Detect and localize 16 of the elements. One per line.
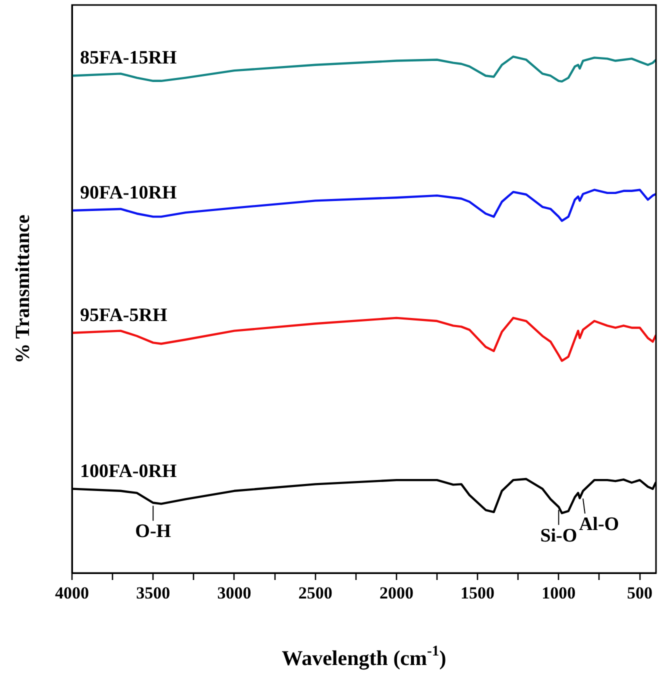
series-label: 85FA-15RH: [80, 48, 177, 69]
x-tick-label: 2000: [379, 584, 414, 603]
x-tick-label: 4000: [55, 584, 89, 603]
series-label: 100FA-0RH: [80, 460, 177, 482]
y-axis-title: % Transmittance: [12, 214, 34, 364]
annotation: Al-O: [578, 514, 620, 535]
x-tick-label: 3500: [136, 584, 170, 603]
series-label: 95FA-5RH: [80, 304, 168, 326]
annotation: Si-O: [540, 525, 578, 546]
series-label: 90FA-10RH: [80, 182, 177, 204]
x-tick-label: 1500: [460, 584, 495, 603]
x-tick-label: 1000: [542, 584, 576, 603]
annotation: O-H: [135, 521, 172, 542]
x-tick-label: 2500: [298, 584, 332, 603]
x-tick-label: 3000: [217, 584, 252, 603]
x-tick-label: 500: [627, 584, 653, 603]
